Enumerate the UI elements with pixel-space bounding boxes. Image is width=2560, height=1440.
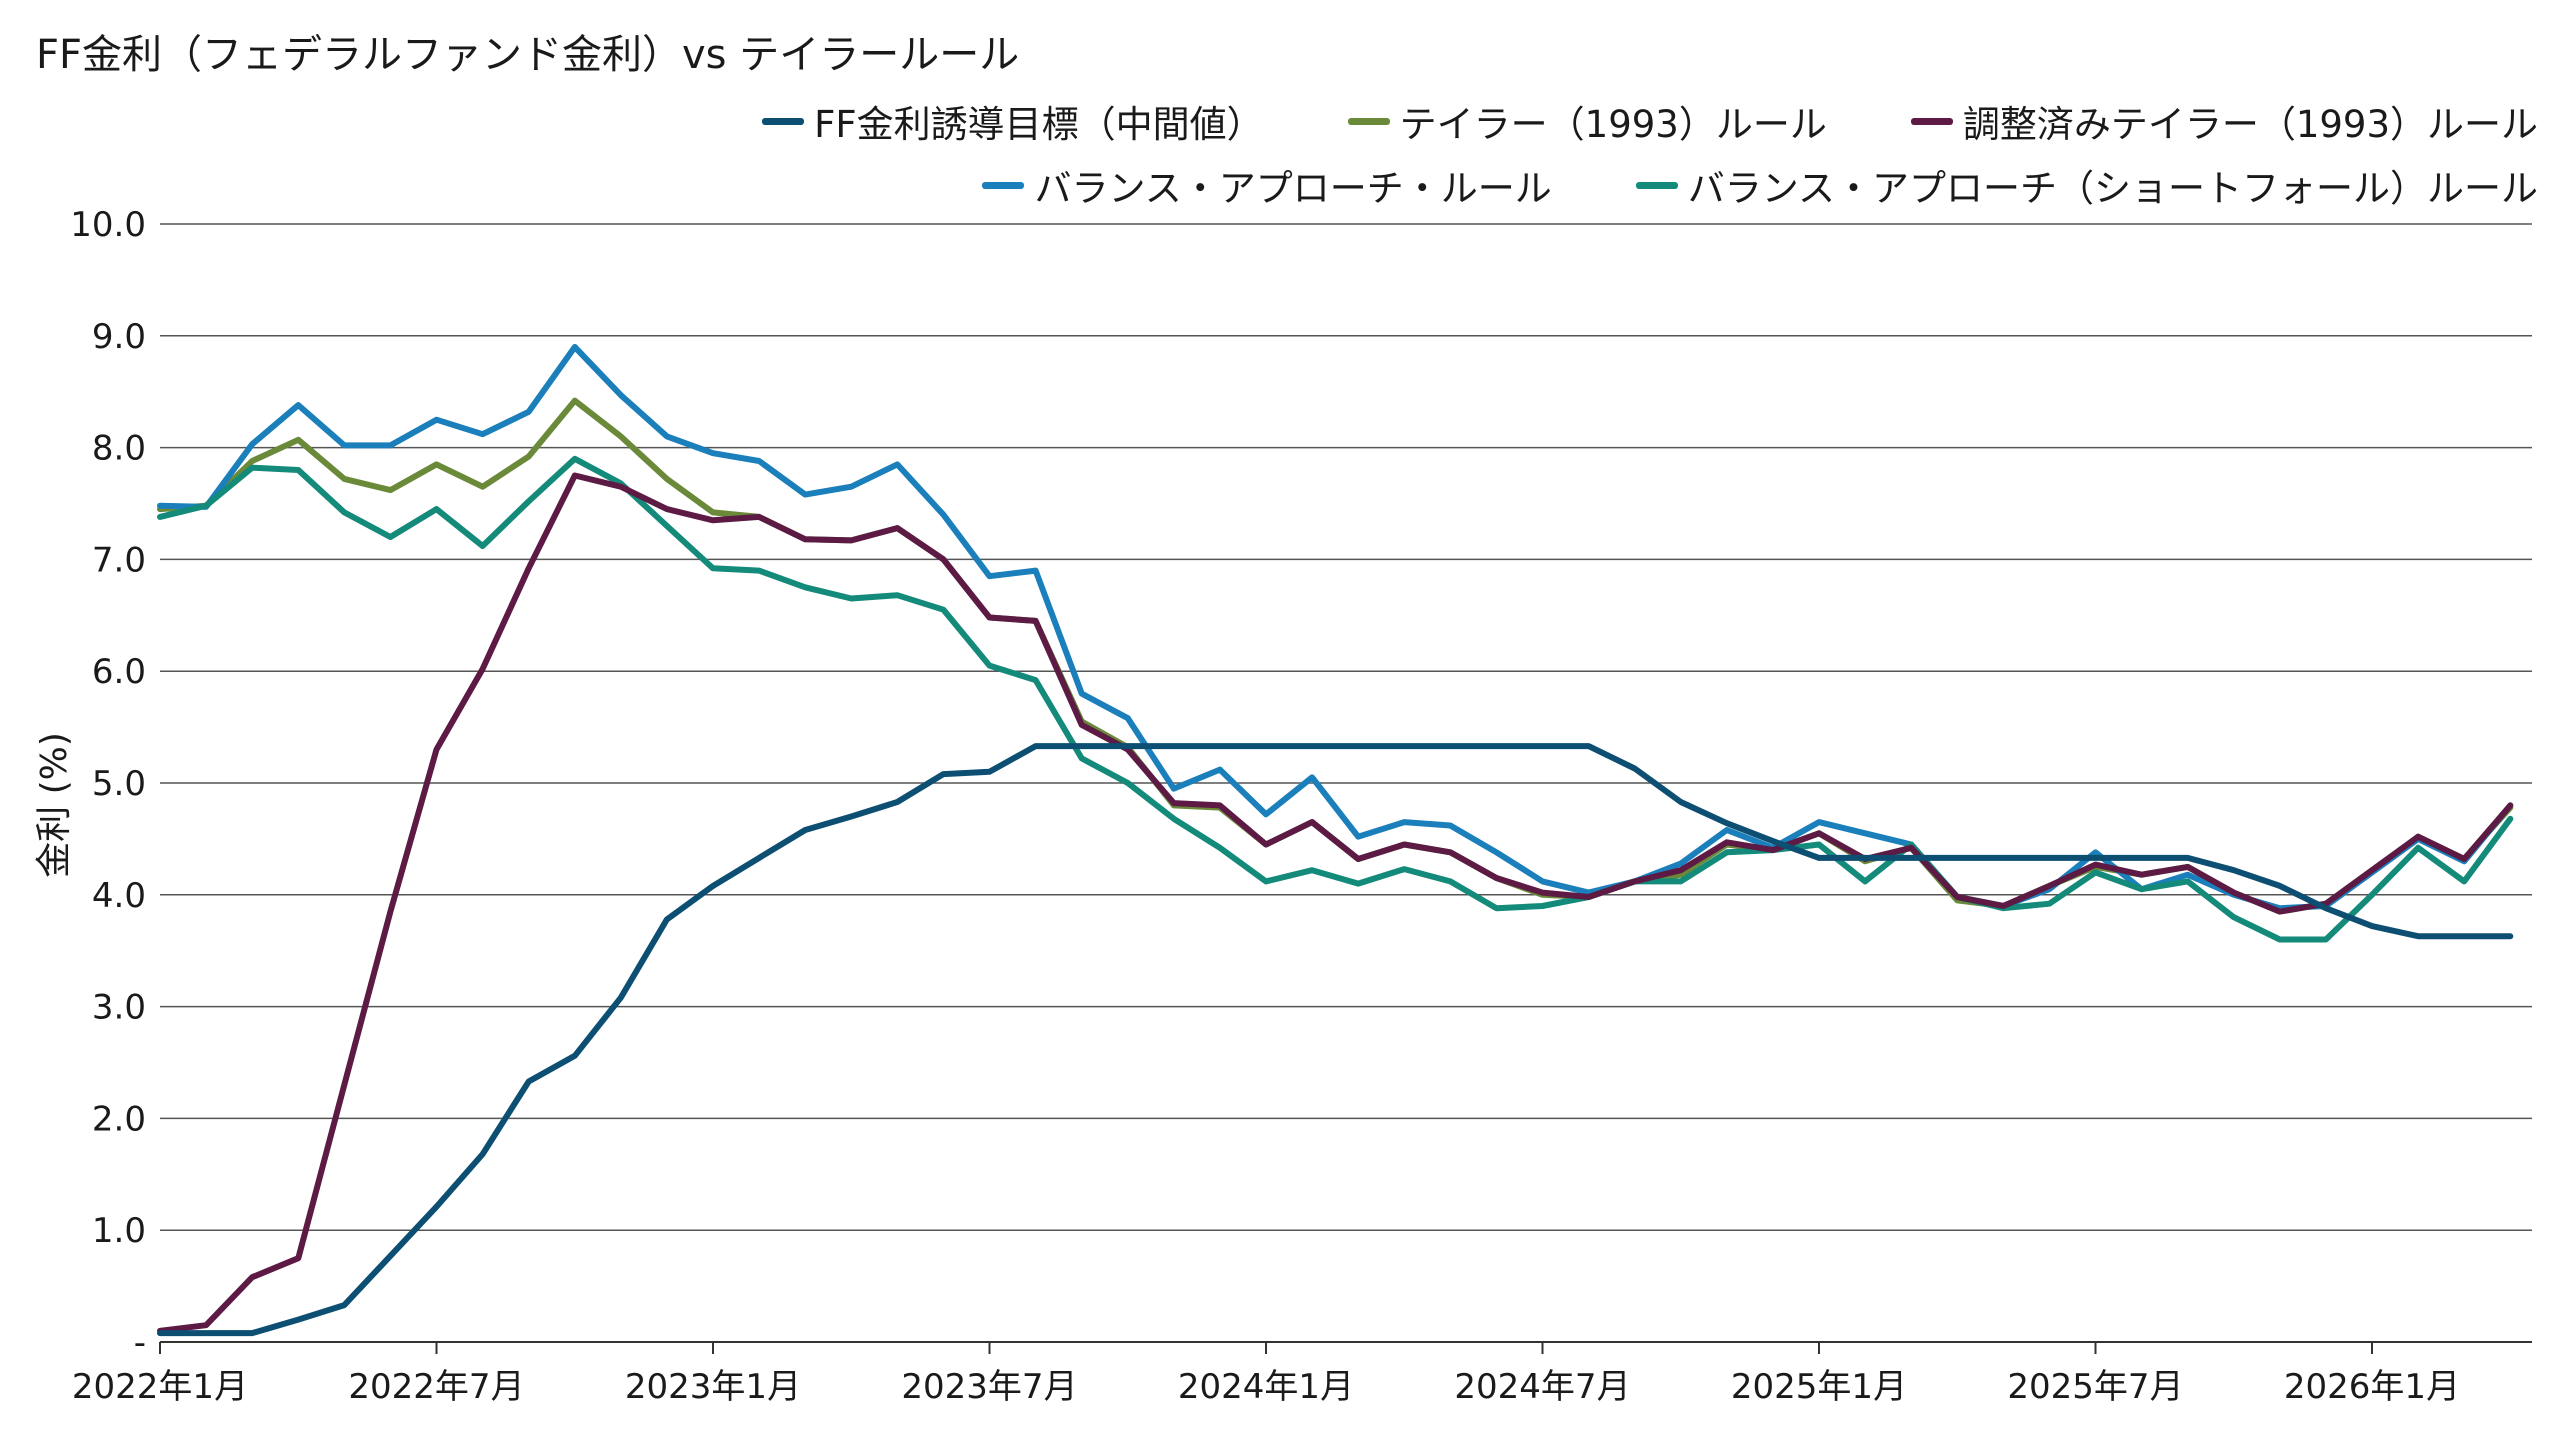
chart-title: FF金利（フェデラルファンド金利）vs テイラールール: [36, 32, 1020, 78]
legend-item-ff-target: FF金利誘導目標（中間値）: [762, 94, 1264, 148]
legend-row-1: FF金利誘導目標（中間値） テイラー（1993）ルール 調整済みテイラー（199…: [678, 94, 2538, 148]
y-tick-label: 2.0: [92, 1099, 146, 1139]
legend-swatch: [1347, 117, 1390, 125]
x-tick-label: 2022年1月: [72, 1367, 248, 1407]
legend-label: バランス・アプローチ（ショートフォール）ルール: [1687, 167, 2538, 210]
x-tick-label: 2024年7月: [1454, 1367, 1630, 1407]
y-axis-label: 金利 (%): [34, 732, 75, 878]
legend-item-balanced-shortfall: バランス・アプローチ（ショートフォール）ルール: [1635, 158, 2538, 212]
legend-swatch: [1910, 117, 1953, 125]
legend-row-2: バランス・アプローチ・ルール バランス・アプローチ（ショートフォール）ルール: [898, 158, 2538, 212]
series-line-3: [157, 344, 2514, 912]
series-line-1: [157, 397, 2514, 915]
x-tick-label: 2022年7月: [348, 1367, 524, 1407]
series-line-4: [157, 455, 2514, 943]
legend-item-balanced-approach: バランス・アプローチ・ルール: [982, 158, 1552, 212]
gridlines: [160, 223, 2532, 1231]
y-tick-label: -: [134, 1323, 146, 1363]
x-tick-label: 2024年1月: [1178, 1367, 1354, 1407]
legend-label: バランス・アプローチ・ルール: [1034, 167, 1552, 210]
y-tick-label: 8.0: [92, 429, 146, 469]
x-tick-label: 2025年7月: [2007, 1367, 2183, 1407]
legend-label: FF金利誘導目標（中間値）: [814, 103, 1264, 146]
y-tick-label: 1.0: [92, 1211, 146, 1251]
y-tick-label: 6.0: [92, 652, 146, 692]
legend-label: テイラー（1993）ルール: [1399, 103, 1827, 146]
x-tick-label: 2025年1月: [1731, 1367, 1907, 1407]
x-tick-label: 2026年1月: [2284, 1367, 2460, 1407]
y-tick-label: 10.0: [70, 205, 146, 245]
x-axis: 2022年1月 2022年7月 2023年1月 2023年7月 2024年1月 2024年…: [72, 1341, 2532, 1407]
y-tick-label: 3.0: [92, 988, 146, 1028]
legend-swatch: [762, 117, 805, 125]
y-tick-label: 5.0: [92, 764, 146, 804]
y-axis-ticks: - 1.0 2.0 3.0 4.0 5.0 6.0 7.0 8.0 9.0 10.0: [70, 205, 146, 1363]
legend-swatch: [982, 181, 1025, 189]
legend-item-adjusted-taylor: 調整済みテイラー（1993）ルール: [1910, 94, 2538, 148]
legend-label: 調整済みテイラー（1993）ルール: [1962, 103, 2538, 146]
series-line-2: [157, 472, 2514, 1334]
series-line-0: [157, 743, 2514, 1337]
y-tick-label: 7.0: [92, 540, 146, 580]
legend-item-taylor-1993: テイラー（1993）ルール: [1347, 94, 1827, 148]
series-lines: [157, 344, 2514, 1337]
x-tick-label: 2023年7月: [901, 1367, 1077, 1407]
y-tick-label: 9.0: [92, 317, 146, 357]
y-tick-label: 4.0: [92, 876, 146, 916]
legend-swatch: [1635, 181, 1678, 189]
x-tick-label: 2023年1月: [625, 1367, 801, 1407]
